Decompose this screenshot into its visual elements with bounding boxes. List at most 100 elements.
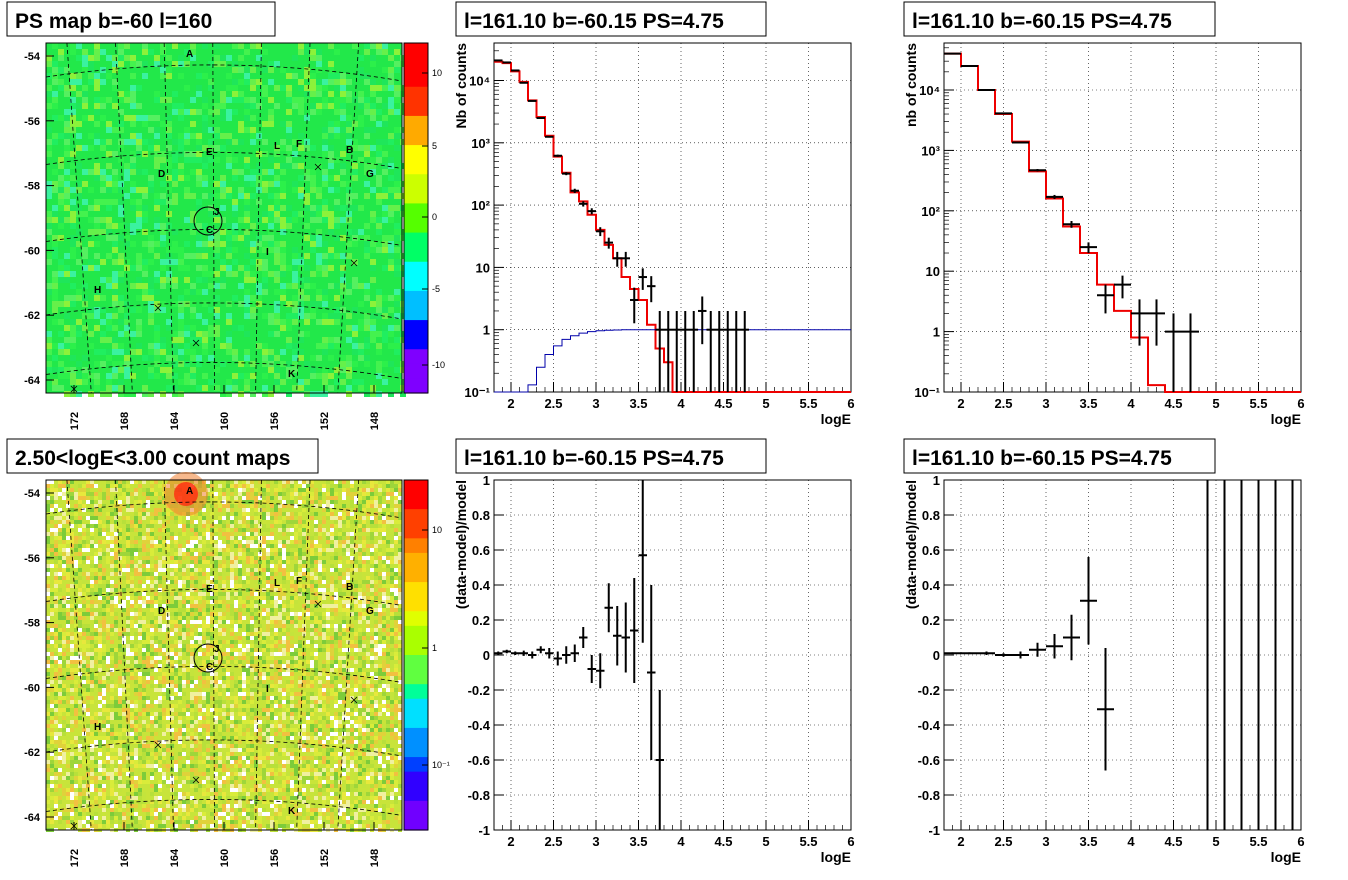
count_map-pixel: [398, 568, 402, 572]
count_map-pixel: [254, 508, 258, 512]
count_map-pixel: [334, 500, 338, 504]
count_map-pixel: [390, 612, 394, 616]
ps_map-pixel: [202, 289, 208, 295]
count_map-pixel: [234, 528, 238, 532]
ps_map-pixel: [274, 379, 280, 385]
count_map-pixel: [126, 496, 130, 500]
ps_map-pixel: [70, 115, 76, 121]
count_map-pixel: [94, 512, 98, 516]
count_map-pixel: [398, 584, 402, 588]
ps_map-pixel: [106, 277, 112, 283]
count_map-pixel: [186, 552, 190, 556]
ps_map-pixel: [358, 55, 364, 61]
ps_map-pixel: [82, 97, 88, 103]
ps_map-pixel: [394, 265, 400, 271]
ps_map-pixel: [274, 253, 280, 259]
count_map-pixel: [78, 536, 82, 540]
count_map-pixel: [98, 640, 102, 644]
count_map-pixel: [282, 576, 286, 580]
ps_map-pixel: [316, 289, 322, 295]
count_map-pixel: [262, 660, 266, 664]
count_map-pixel: [394, 548, 398, 552]
ps_map-pixel: [70, 319, 76, 325]
count_map-pixel: [238, 644, 242, 648]
count_map-pixel: [198, 516, 202, 520]
count_map-pixel: [194, 564, 198, 568]
ps_map-pixel: [232, 67, 238, 73]
count_map-pixel: [90, 588, 94, 592]
count_map-pixel: [250, 484, 254, 488]
ps_map-pixel: [202, 265, 208, 271]
count_map-pixel: [78, 524, 82, 528]
ps_map-x-tick-label: 164: [169, 411, 181, 430]
count_map-pixel: [314, 544, 318, 548]
count_map-pixel: [326, 532, 330, 536]
count_map-pixel: [354, 604, 358, 608]
count_map-pixel: [142, 500, 146, 504]
count_map-pixel: [58, 500, 62, 504]
count_map-pixel: [282, 540, 286, 544]
count_map-pixel: [194, 608, 198, 612]
count_map-pixel: [106, 636, 110, 640]
ps_map-pixel: [136, 223, 142, 229]
ps_map-pixel: [232, 97, 238, 103]
ps_map-pixel: [310, 241, 316, 247]
count_map-pixel: [178, 524, 182, 528]
count_map-pixel: [146, 556, 150, 560]
ps_map-pixel: [190, 373, 196, 379]
count_map-pixel: [218, 656, 222, 660]
count_map-pixel: [278, 628, 282, 632]
count_map-pixel: [398, 500, 402, 504]
count_map-pixel: [194, 616, 198, 620]
count_map-pixel: [62, 520, 66, 524]
ps_map-pixel: [76, 259, 82, 265]
count_map-pixel: [326, 536, 330, 540]
count_map-pixel: [242, 616, 246, 620]
ps_map-pixel: [250, 271, 256, 277]
count_map-pixel: [366, 652, 370, 656]
count_map-pixel: [294, 512, 298, 516]
count_map-pixel: [90, 492, 94, 496]
ps_map-pixel: [304, 331, 310, 337]
count_map-pixel: [146, 532, 150, 536]
count_map-pixel: [174, 556, 178, 560]
count_map-pixel: [138, 624, 142, 628]
count_map-pixel: [74, 540, 78, 544]
ps_map-pixel: [70, 121, 76, 127]
ps_map-pixel: [130, 55, 136, 61]
count_map-pixel: [150, 480, 154, 484]
ps_map-pixel: [244, 199, 250, 205]
count_map-pixel: [106, 520, 110, 524]
ps_map-pixel: [376, 373, 382, 379]
ps_map-pixel: [160, 121, 166, 127]
count_map-pixel: [342, 504, 346, 508]
count_map-pixel: [378, 612, 382, 616]
count_map-pixel: [54, 556, 58, 560]
count_map-pixel: [106, 516, 110, 520]
count_map-pixel: [298, 612, 302, 616]
count_map-pixel: [110, 528, 114, 532]
ps_map-pixel: [202, 253, 208, 259]
count_map-pixel: [142, 604, 146, 608]
ps_map-pixel: [376, 199, 382, 205]
ps_map-pixel: [52, 289, 58, 295]
count_map-pixel: [50, 484, 54, 488]
ps_map-pixel: [172, 283, 178, 289]
ps_map-pixel: [214, 43, 220, 49]
ps_map-pixel: [370, 241, 376, 247]
count_map-pixel: [126, 524, 130, 528]
count_map-pixel: [170, 620, 174, 624]
count_map-pixel: [86, 524, 90, 528]
count_map-pixel: [66, 592, 70, 596]
count_map-pixel: [342, 612, 346, 616]
ps_map-pixel: [220, 61, 226, 67]
count_map-pixel: [54, 644, 58, 648]
count_map-pixel: [190, 584, 194, 588]
ps_map-pixel: [160, 235, 166, 241]
count_map-pixel: [142, 552, 146, 556]
ps_map-pixel: [178, 319, 184, 325]
ps_map-pixel: [112, 247, 118, 253]
ps_map-pixel: [106, 337, 112, 343]
